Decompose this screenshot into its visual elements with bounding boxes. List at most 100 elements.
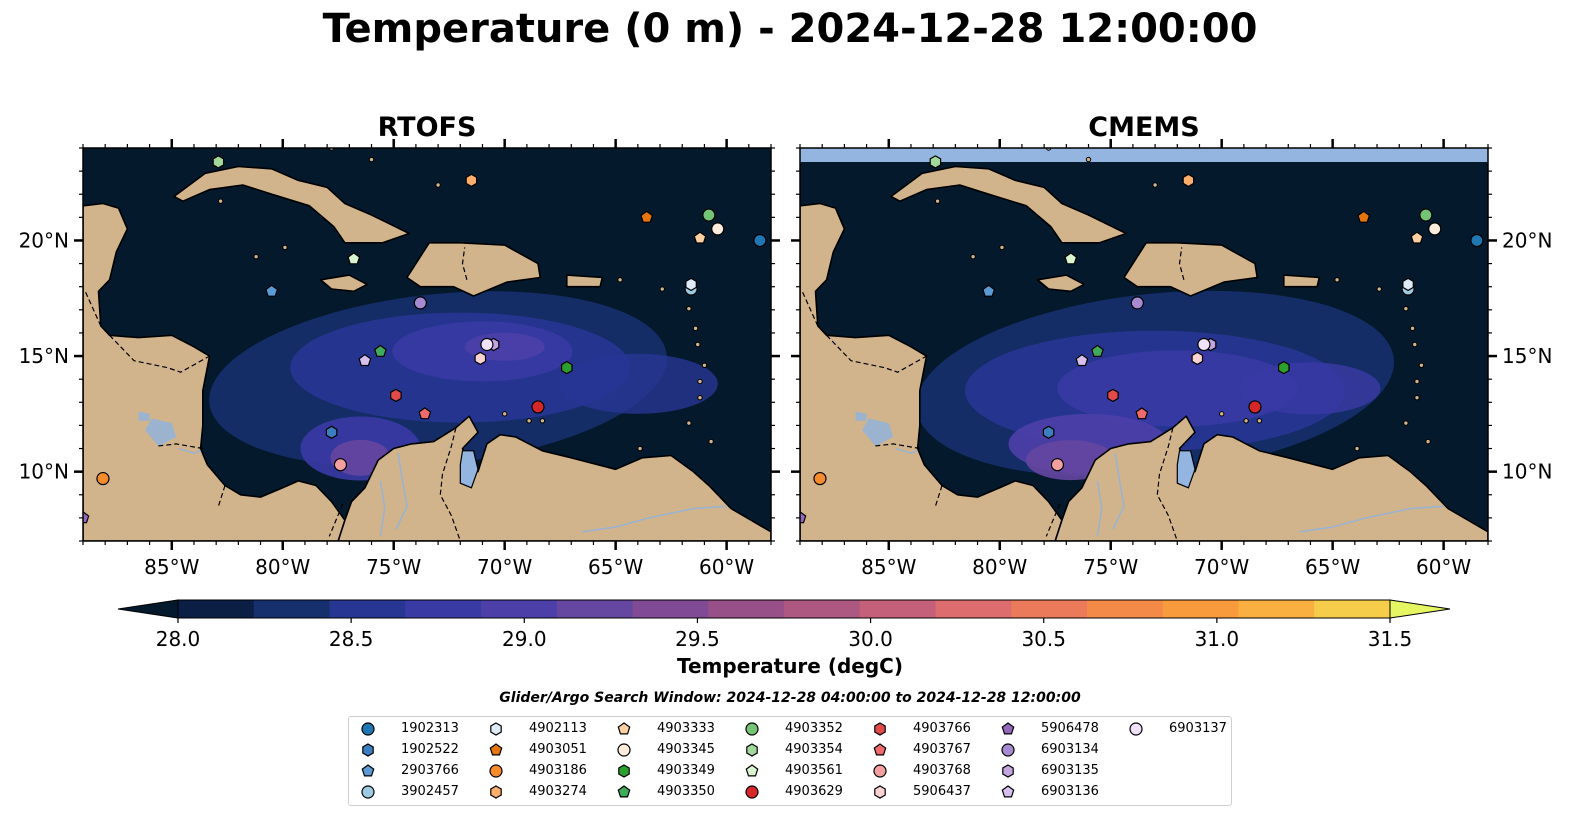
legend-label: 6903135	[1041, 763, 1099, 778]
platform-marker-4903274	[465, 173, 478, 188]
legend-label: 6903137	[1169, 721, 1227, 736]
legend-label: 4903333	[657, 721, 715, 736]
legend-label: 4903274	[529, 784, 587, 799]
legend-marker-4903629	[745, 785, 759, 799]
platform-marker-4903766	[390, 388, 402, 403]
colorbar-segment	[859, 600, 936, 618]
platform-marker-4903767	[418, 407, 432, 420]
platform-marker-4903767	[1135, 407, 1149, 420]
legend-entry-4903768: 4903768	[871, 764, 991, 780]
legend-entry-5906437: 5906437	[871, 785, 991, 801]
platform-marker-4903768	[333, 458, 348, 472]
colorbar-tick-label-1: 28.5	[329, 627, 374, 651]
colorbar-segment	[1011, 600, 1088, 618]
legend-label: 3902457	[401, 784, 459, 799]
lon-tick-label-left-3: 70°W	[477, 555, 532, 579]
legend-label: 4903350	[657, 784, 715, 799]
map-axes: 85°W 80°W 75°W 70°W 65°W 60°W 20°N 15°N 10°N 85°W…	[19, 139, 1552, 579]
lon-tick-label-right-0: 85°W	[861, 555, 916, 579]
platform-marker-4903561	[1064, 252, 1078, 265]
figure-title: Temperature (0 m) - 2024-12-28 12:00:00	[322, 6, 1258, 52]
lat-tick-label-right-2: 10°N	[1502, 460, 1552, 484]
platform-marker-4903350	[1090, 344, 1104, 357]
platform-legend: 1902313 1902522 2903766 3902457 4902113 49030…	[348, 716, 1232, 806]
colorbar-segment	[1238, 600, 1315, 618]
legend-label: 4903345	[657, 742, 715, 757]
legend-label: 4903767	[913, 742, 971, 757]
legend-entry-5906478: 5906478	[999, 722, 1119, 738]
lon-tick-label-right-3: 70°W	[1194, 555, 1249, 579]
lon-tick-label-left-4: 65°W	[588, 555, 643, 579]
platform-marker-1902313	[753, 233, 767, 248]
legend-label: 4903051	[529, 742, 587, 757]
colorbar: 28.0 28.5 29.0 29.5 30.0 30.5 31.0 31.5	[117, 599, 1451, 651]
lat-tick-label-left-0: 20°N	[19, 228, 69, 252]
lat-tick-label-left-1: 15°N	[19, 344, 69, 368]
lon-tick-label-left-0: 85°W	[144, 555, 199, 579]
colorbar-segment	[632, 600, 709, 618]
platform-marker-4903345	[1428, 222, 1442, 236]
legend-entry-6903136: 6903136	[999, 785, 1119, 801]
legend-marker-4903766	[874, 722, 886, 736]
colorbar-segment	[178, 600, 255, 618]
legend-label: 5906437	[913, 784, 971, 799]
legend-label: 4903629	[785, 784, 843, 799]
legend-entry-4903766: 4903766	[871, 722, 991, 738]
legend-label: 4903766	[913, 721, 971, 736]
colorbar-under-triangle	[117, 599, 179, 619]
legend-marker-6903136	[1001, 785, 1015, 798]
legend-marker-4903354	[746, 743, 758, 757]
platform-marker-4903186	[813, 471, 827, 486]
platform-marker-5906478	[800, 511, 807, 524]
platform-marker-4903051	[640, 210, 654, 223]
legend-marker-4903561	[745, 764, 759, 777]
legend-marker-1902522	[362, 743, 374, 757]
platform-marker-2903766	[982, 284, 996, 297]
legend-marker-4903186	[489, 764, 503, 778]
legend-marker-4903768	[873, 764, 887, 778]
colorbar-tick-label-4: 30.0	[848, 627, 893, 651]
platform-marker-6903134	[413, 296, 427, 310]
colorbar-tick-label-3: 29.5	[675, 627, 720, 651]
legend-entry-4903186: 4903186	[487, 764, 607, 780]
legend-marker-3902457	[361, 785, 375, 799]
platform-marker-4903051	[1357, 210, 1371, 223]
legend-entry-2903766: 2903766	[359, 764, 479, 780]
colorbar-segment	[329, 600, 406, 618]
legend-entry-6903137: 6903137	[1127, 722, 1247, 738]
lon-tick-label-right-1: 80°W	[972, 555, 1027, 579]
map-panel-rtofs	[83, 148, 771, 541]
colorbar-segment	[784, 600, 861, 618]
legend-marker-2903766	[361, 764, 375, 777]
platform-marker-5906437	[474, 351, 487, 366]
legend-entry-4903350: 4903350	[615, 785, 735, 801]
legend-marker-4903345	[617, 743, 631, 757]
colorbar-tick-label-7: 31.5	[1368, 627, 1413, 651]
platform-marker-2903766	[265, 284, 279, 297]
colorbar-segment	[253, 600, 330, 618]
platform-marker-4903629	[1248, 400, 1262, 414]
lon-tick-label-left-2: 75°W	[366, 555, 421, 579]
legend-marker-4903352	[745, 722, 759, 736]
legend-marker-1902313	[361, 722, 375, 736]
legend-marker-6903135	[1002, 764, 1014, 778]
colorbar-segment	[1087, 600, 1164, 618]
platform-marker-4903349	[561, 360, 573, 375]
platform-marker-6903136	[1075, 353, 1089, 367]
colorbar-tick-label-5: 30.5	[1021, 627, 1066, 651]
lon-tick-label-right-2: 75°W	[1083, 555, 1138, 579]
legend-marker-4903350	[617, 785, 631, 798]
platform-marker-4903561	[347, 252, 361, 265]
legend-entry-4903349: 4903349	[615, 764, 735, 780]
platform-marker-6903136	[358, 353, 372, 367]
map-panel-cmems	[800, 148, 1488, 541]
platform-marker-4903349	[1278, 360, 1290, 375]
platform-marker-4903274	[1182, 173, 1195, 188]
platform-marker-4903766	[1107, 388, 1119, 403]
legend-label: 1902522	[401, 742, 459, 757]
colorbar-segment	[708, 600, 785, 618]
legend-marker-4902113	[490, 722, 502, 736]
legend-entry-4903051: 4903051	[487, 743, 607, 759]
legend-marker-5906478	[1001, 722, 1015, 735]
platform-marker-4903350	[373, 344, 387, 357]
